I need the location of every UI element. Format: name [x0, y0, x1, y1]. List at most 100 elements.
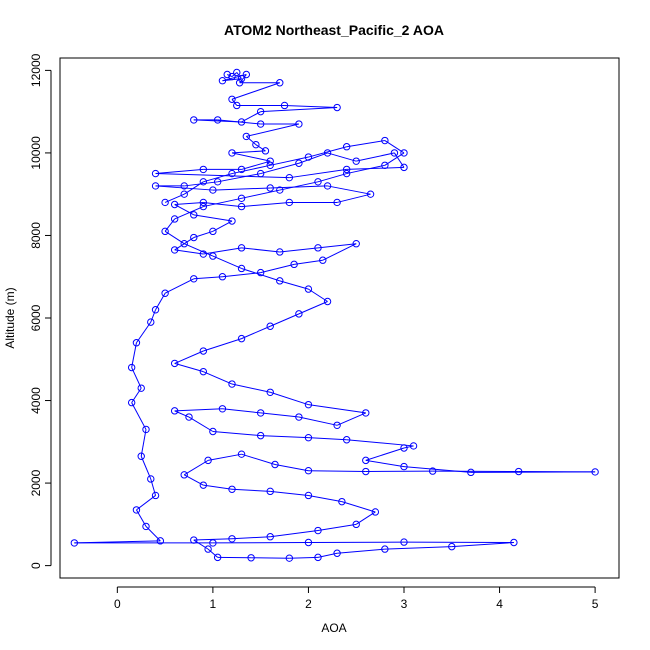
series-line-segment — [341, 501, 376, 513]
data-point — [400, 444, 408, 452]
data-point — [233, 101, 241, 110]
y-axis-label: Altitude (m) — [3, 287, 17, 348]
series-line-segment — [346, 140, 385, 148]
data-point — [366, 190, 375, 198]
series-line-segment — [203, 484, 233, 490]
y-tick-label: 0 — [29, 562, 43, 569]
data-point — [156, 537, 165, 545]
data-point — [170, 359, 179, 368]
series-line-segment — [308, 470, 366, 473]
data-point — [199, 202, 208, 211]
x-tick-label: 4 — [496, 597, 503, 611]
series-line-segment — [155, 168, 204, 175]
series-line-segment — [394, 152, 405, 168]
series-line-segment — [279, 247, 319, 253]
series-line-segment — [298, 301, 328, 315]
data-point — [209, 539, 217, 547]
series-line-segment — [150, 309, 157, 323]
series-line-segment — [203, 173, 233, 183]
data-point — [199, 347, 208, 355]
series-line-segment — [365, 447, 405, 461]
data-point — [304, 491, 313, 500]
data-point — [204, 456, 212, 465]
data-point — [199, 250, 208, 258]
series-line-segment — [365, 459, 405, 468]
data-point — [147, 318, 155, 326]
data-point — [190, 211, 198, 219]
series-line-segment — [298, 152, 328, 164]
data-point — [323, 149, 332, 157]
data-point — [314, 244, 322, 252]
data-point — [276, 186, 284, 194]
data-point — [237, 165, 246, 174]
data-point — [323, 182, 332, 190]
data-point — [256, 107, 265, 116]
data-point — [271, 460, 279, 469]
series-line-segment — [246, 136, 257, 146]
series-line-segment — [260, 412, 299, 418]
series-line-segment — [270, 490, 309, 496]
series-line-segment — [193, 214, 233, 222]
series-line-segment — [308, 494, 342, 503]
data-point — [237, 244, 246, 252]
data-point — [333, 421, 341, 430]
series-line-segment — [174, 206, 204, 220]
series-line-segment — [294, 259, 323, 265]
data-point — [266, 157, 274, 165]
data-point — [256, 431, 265, 440]
data-point — [409, 442, 418, 450]
data-point — [180, 182, 188, 190]
data-point — [285, 173, 294, 182]
data-point — [342, 436, 351, 444]
series-line-segment — [212, 187, 271, 191]
data-point — [137, 384, 145, 392]
data-point — [256, 268, 265, 277]
series-line-segment — [241, 325, 271, 340]
series-line-segment — [212, 255, 242, 269]
data-point — [352, 157, 360, 165]
series-line-segment — [270, 530, 319, 538]
data-point — [285, 554, 294, 562]
series-line-segment — [136, 495, 156, 511]
series-line-segment — [193, 276, 223, 280]
x-tick-label: 1 — [210, 597, 217, 611]
data-point — [276, 277, 284, 285]
series-line-segment — [270, 391, 309, 406]
series-line-segment — [222, 408, 261, 414]
series-line-segment — [155, 173, 290, 179]
data-point — [242, 132, 251, 141]
series-line-segment — [174, 362, 204, 373]
data-point — [127, 363, 136, 372]
data-point — [266, 487, 274, 496]
data-point — [266, 322, 274, 330]
data-point — [256, 409, 265, 417]
data-point — [204, 545, 212, 553]
series-line-segment — [451, 542, 514, 548]
series-line-segment — [231, 383, 271, 393]
data-point — [132, 339, 141, 347]
series-line-segment — [174, 249, 204, 255]
data-point — [304, 400, 313, 409]
data-point — [333, 198, 341, 207]
data-point — [209, 252, 217, 260]
data-point — [235, 79, 244, 87]
data-point — [510, 538, 518, 547]
chart-title: ATOM2 Northeast_Pacific_2 AOA — [224, 22, 444, 38]
series-line-segment — [241, 453, 276, 465]
data-point — [304, 153, 313, 161]
data-point — [151, 169, 160, 178]
data-point — [261, 147, 270, 155]
data-point — [137, 452, 145, 460]
series-line-segment — [317, 243, 357, 249]
data-point — [256, 169, 265, 178]
data-point — [237, 118, 246, 126]
series-line-segment — [174, 408, 223, 412]
data-point — [161, 198, 169, 207]
series-line-segment — [255, 144, 266, 152]
series-line-segment — [212, 430, 261, 437]
series-line-segment — [203, 338, 242, 352]
data-point — [319, 256, 327, 264]
data-point — [304, 538, 313, 547]
data-point — [266, 533, 274, 541]
